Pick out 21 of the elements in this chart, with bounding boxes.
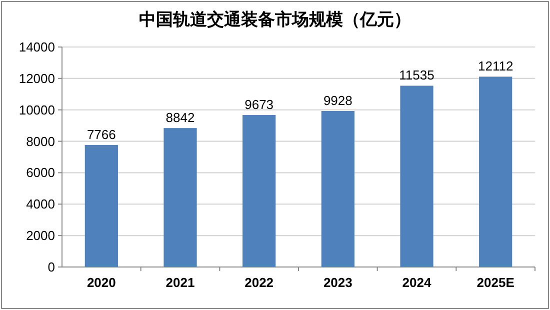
chart-title: 中国轨道交通装备市场规模（亿元） bbox=[139, 10, 411, 29]
y-tick-label: 8000 bbox=[26, 134, 55, 149]
y-tick-label: 14000 bbox=[18, 40, 55, 54]
data-label: 9673 bbox=[244, 96, 274, 112]
data-label: 11535 bbox=[399, 68, 434, 83]
y-tick-label: 0 bbox=[48, 260, 55, 274]
x-tick-label: 2024 bbox=[402, 275, 432, 290]
x-tick-label: 2020 bbox=[86, 275, 116, 290]
data-label: 8842 bbox=[166, 110, 195, 126]
x-tick-label: 2025E bbox=[476, 275, 515, 290]
y-tick-label: 2000 bbox=[26, 228, 55, 244]
data-label: 12112 bbox=[478, 58, 514, 74]
data-label: 7766 bbox=[86, 126, 116, 142]
y-tick-label: 4000 bbox=[26, 196, 55, 212]
data-label: 9928 bbox=[323, 92, 352, 108]
x-tick-label: 2023 bbox=[323, 275, 352, 290]
x-tick-label: 2022 bbox=[244, 275, 274, 290]
y-tick-label: 6000 bbox=[26, 165, 55, 180]
x-tick-label: 2021 bbox=[166, 275, 195, 290]
y-tick-label: 10000 bbox=[18, 102, 55, 118]
y-tick-label: 12000 bbox=[18, 70, 55, 86]
